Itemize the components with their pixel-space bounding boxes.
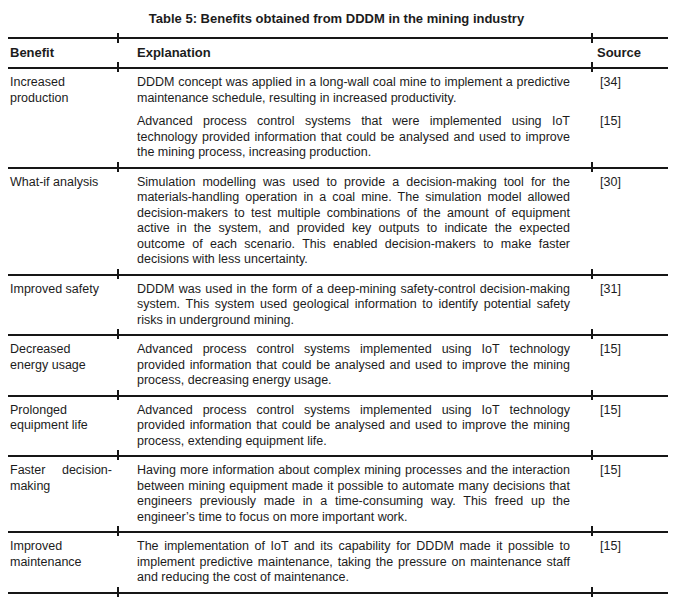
column-divider-tick: [117, 587, 119, 597]
column-header-source: Source: [592, 45, 668, 61]
row-entries: Advanced process control systems impleme…: [118, 342, 668, 389]
explanation-cell: Advanced process control systems impleme…: [118, 403, 592, 450]
benefit-cell: What-if analysis: [8, 175, 118, 268]
explanation-cell: Advanced process control systems that we…: [118, 114, 592, 161]
row-entries: Having more information about complex mi…: [118, 463, 668, 525]
table-row: Prolonged equipment lifeAdvanced process…: [8, 397, 668, 458]
table-row: Improved maintenanceThe implementation o…: [8, 533, 668, 594]
benefit-cell: Improved safety: [8, 282, 118, 329]
row-entries: The implementation of IoT and its capabi…: [118, 539, 668, 586]
column-divider-tick: [591, 587, 593, 597]
row-entry: DDDM was used in the form of a deep-mini…: [118, 282, 668, 329]
row-entries: Simulation modelling was used to provide…: [118, 175, 668, 268]
table-row: Faster decision-makingHaving more inform…: [8, 457, 668, 533]
benefit-cell: Faster decision-making: [8, 463, 118, 525]
source-cell: [15]: [592, 403, 668, 419]
table-caption: Table 5: Benefits obtained from DDDM in …: [0, 10, 673, 28]
row-entries: DDDM concept was applied in a long-wall …: [118, 75, 668, 161]
explanation-cell: Having more information about complex mi…: [118, 463, 592, 525]
column-header-benefit: Benefit: [8, 45, 118, 61]
benefit-cell: Increased production: [8, 75, 118, 161]
table-row: Decreased energy usageAdvanced process c…: [8, 336, 668, 397]
table-row: Increased productionDDDM concept was app…: [8, 69, 668, 169]
explanation-cell: Simulation modelling was used to provide…: [118, 175, 592, 268]
row-entry: The implementation of IoT and its capabi…: [118, 539, 668, 586]
row-entry: Having more information about complex mi…: [118, 463, 668, 525]
source-cell: [15]: [592, 539, 668, 555]
explanation-cell: DDDM was used in the form of a deep-mini…: [118, 282, 592, 329]
benefit-cell: Improved maintenance: [8, 539, 118, 586]
row-entry: Advanced process control systems impleme…: [118, 403, 668, 450]
column-divider-tick: [591, 33, 593, 43]
table-row: Improved safetyDDDM was used in the form…: [8, 276, 668, 337]
column-divider-tick: [117, 33, 119, 43]
row-entry: DDDM concept was applied in a long-wall …: [118, 75, 668, 106]
row-entry: Advanced process control systems that we…: [118, 114, 668, 161]
row-entry: Advanced process control systems impleme…: [118, 342, 668, 389]
table-row: What-if analysisSimulation modelling was…: [8, 169, 668, 276]
source-cell: [15]: [592, 463, 668, 479]
source-cell: [31]: [592, 282, 668, 298]
explanation-cell: Advanced process control systems impleme…: [118, 342, 592, 389]
table-body: Increased productionDDDM concept was app…: [8, 69, 668, 594]
row-entries: Advanced process control systems impleme…: [118, 403, 668, 450]
column-header-explanation: Explanation: [118, 45, 592, 61]
benefits-table: Benefit Explanation Source Increased pro…: [8, 37, 668, 594]
row-entry: Simulation modelling was used to provide…: [118, 175, 668, 268]
source-cell: [15]: [592, 342, 668, 358]
benefit-cell: Prolonged equipment life: [8, 403, 118, 450]
source-cell: [15]: [592, 114, 668, 130]
explanation-cell: DDDM concept was applied in a long-wall …: [118, 75, 592, 106]
source-cell: [34]: [592, 75, 668, 91]
table-header-row: Benefit Explanation Source: [8, 39, 668, 69]
explanation-cell: The implementation of IoT and its capabi…: [118, 539, 592, 586]
benefit-cell: Decreased energy usage: [8, 342, 118, 389]
row-entries: DDDM was used in the form of a deep-mini…: [118, 282, 668, 329]
paper-page: Table 5: Benefits obtained from DDDM in …: [0, 10, 673, 601]
source-cell: [30]: [592, 175, 668, 191]
